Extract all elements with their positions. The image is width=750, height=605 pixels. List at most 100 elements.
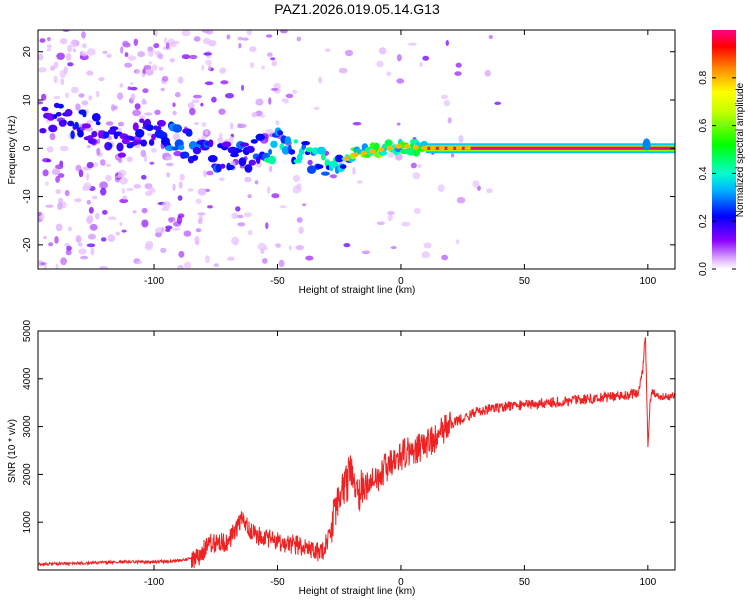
spectrogram-cell: [59, 145, 69, 152]
spectrogram-cell: [57, 103, 64, 109]
spectrogram-cell: [119, 177, 128, 185]
spectrogram-cell: [86, 70, 94, 76]
spectrogram-cell: [292, 174, 301, 183]
snr-x-axis-label: Height of straight line (km): [299, 586, 416, 597]
spectrogram-cell: [177, 264, 184, 269]
spectrogram-cell: [235, 206, 241, 212]
spectrogram-cell: [178, 181, 183, 189]
spectrogram-cell: [115, 231, 120, 236]
spectrogram-cell: [642, 138, 651, 151]
spectrogram-cell: [151, 148, 157, 153]
spectrogram-cell: [121, 188, 126, 194]
spectrogram-cell: [141, 98, 147, 105]
spectrogram-cell: [271, 193, 280, 199]
spectrogram-cell: [54, 236, 59, 244]
spectrogram-cell: [132, 122, 139, 131]
spectrogram-cell: [99, 181, 108, 189]
spectrogram-cell: [95, 121, 101, 126]
spectrogram-cell: [265, 222, 269, 230]
spectrogram-cell: [488, 35, 493, 39]
spectrogram-cell: [458, 135, 464, 144]
spectrogram-cell: [247, 194, 252, 198]
snr-x-tick-label: 0: [398, 577, 404, 588]
spectrogram-cell: [412, 172, 421, 180]
spectrogram-cell: [187, 102, 195, 109]
spectrogram-cell: [192, 146, 202, 155]
spectrogram-cell: [455, 62, 462, 68]
spectrogram-cell: [109, 126, 119, 131]
spectrogram-cell: [119, 198, 129, 204]
spectrogram-band-core: [425, 146, 675, 150]
spectrogram-cell: [87, 233, 96, 240]
spectrogram-cell: [66, 245, 72, 251]
spectrogram-cell: [86, 173, 90, 181]
colorbar: [712, 30, 736, 269]
spectrogram-cell: [207, 205, 213, 209]
spectrogram-cell: [107, 143, 113, 148]
spectrogram-cell: [158, 66, 164, 71]
spectrogram-cell: [67, 120, 75, 127]
spectrogram-cell: [116, 142, 124, 152]
spectrogram-cell: [344, 49, 354, 57]
spectrogram-cell: [204, 255, 210, 263]
spectrogram-cell: [41, 106, 49, 112]
snr-axes-frame: [37, 330, 676, 571]
spectrogram-cell: [275, 120, 280, 126]
spectrogram-cell: [194, 236, 200, 244]
spectrogram-cell: [106, 53, 112, 58]
spectrogram-cell: [211, 96, 217, 103]
spectrogram-cell: [384, 139, 393, 147]
spectrogram-cell: [315, 164, 324, 169]
spectrogram-cell: [296, 183, 302, 191]
spectrogram-cell: [67, 62, 74, 67]
spectrogram-cell: [204, 81, 214, 86]
spectrogram-cell: [46, 48, 52, 52]
spectrogram-cell: [257, 242, 267, 251]
spectrogram-cell: [127, 55, 137, 61]
spectrogram-cell: [177, 195, 183, 201]
spectrogram-cell: [248, 229, 253, 236]
spectrogram-cell: [255, 162, 262, 168]
spectrogram-cell: [244, 176, 252, 183]
spectrogram-cell: [133, 184, 142, 189]
spectrogram-cell: [261, 65, 265, 70]
spectrogram-cell: [419, 61, 423, 68]
spectrogram-cell: [338, 67, 348, 74]
spectrogram-cell: [396, 54, 402, 62]
spectrogram-cell: [395, 144, 402, 149]
spectrogram-cell: [343, 156, 350, 162]
spectrogram-cell: [456, 196, 466, 204]
spectrogram-x-tick-label: 100: [639, 276, 656, 287]
spectrogram-cell: [255, 133, 265, 141]
spectrogram-cell: [38, 211, 42, 216]
spectrogram-cell: [75, 164, 82, 172]
spectrogram-cell: [100, 159, 106, 166]
spectrogram-cell: [200, 102, 204, 107]
spectrogram-y-tick-label: -20: [22, 237, 33, 252]
spectrogram-cell: [133, 38, 138, 46]
spectrogram-cell: [141, 174, 147, 180]
spectrogram-cell: [142, 88, 149, 94]
spectrogram-cell: [268, 165, 273, 173]
spectrogram-cell: [105, 121, 114, 126]
spectrogram-cell: [65, 92, 69, 99]
spectrogram-cell: [226, 164, 235, 170]
spectrogram-cell: [153, 43, 160, 49]
spectrogram-cell: [352, 167, 356, 175]
spectrogram-cell: [160, 247, 167, 254]
spectrogram-cell: [117, 157, 123, 164]
spectrogram-cell: [307, 159, 313, 166]
spectrogram-cell: [139, 115, 146, 120]
spectrogram-cell: [86, 199, 92, 205]
spectrogram-cell: [201, 64, 205, 71]
spectrogram-cell: [183, 261, 192, 269]
spectrogram-cell: [445, 40, 449, 46]
snr-series-line: [38, 337, 675, 569]
spectrogram-cell: [378, 147, 385, 153]
spectrogram-cell: [42, 169, 49, 177]
spectrogram-cell: [268, 148, 273, 155]
colorbar-label: Normalized spectral amplitude: [735, 82, 746, 217]
spectrogram-cell: [162, 201, 171, 209]
spectrogram-cell: [172, 227, 181, 231]
